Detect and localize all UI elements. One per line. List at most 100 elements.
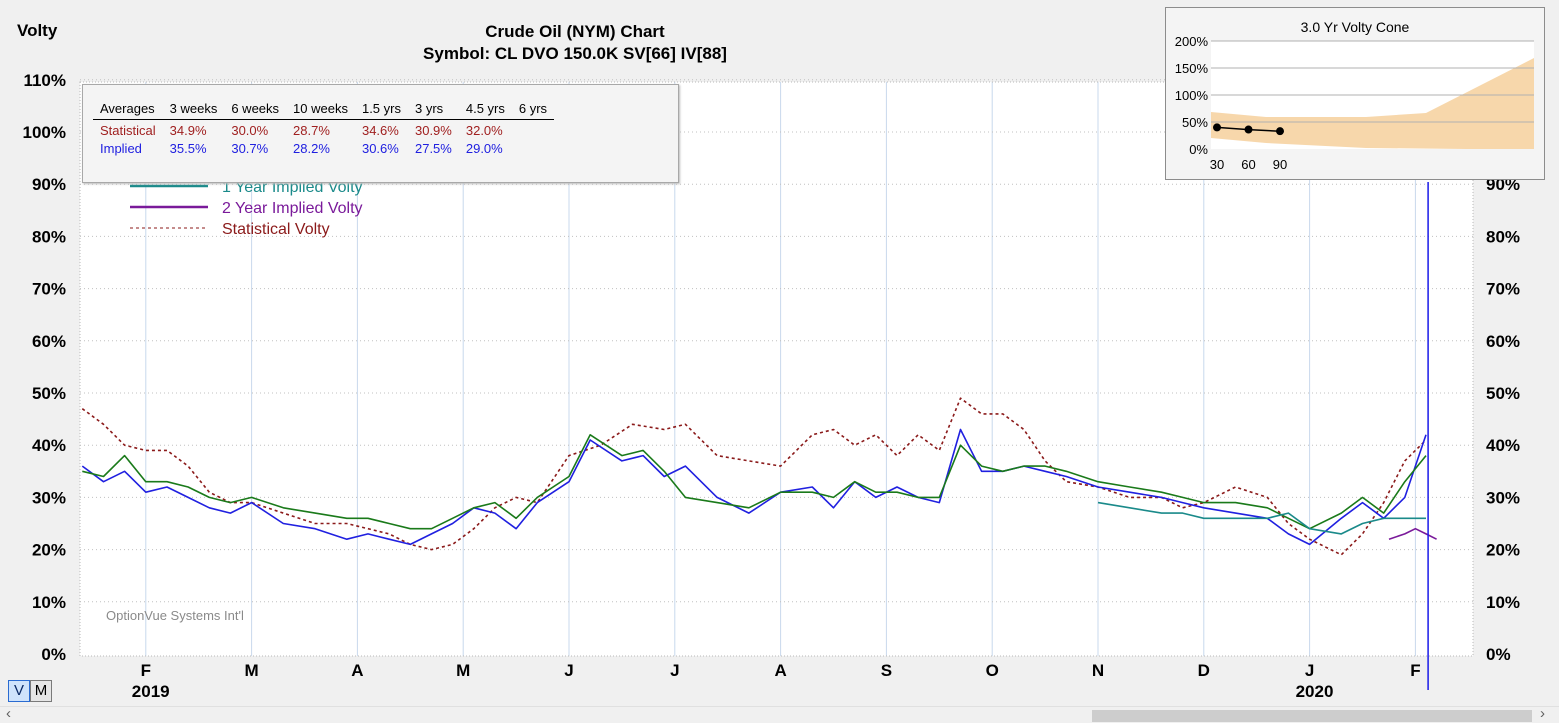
- series-line: [82, 433, 1427, 530]
- month-label: J: [564, 661, 573, 680]
- cell: 34.6%: [361, 123, 399, 138]
- row-label: Implied: [100, 141, 142, 156]
- series-line: [1097, 501, 1426, 535]
- horizontal-scrollbar[interactable]: ‹ ›: [0, 705, 1559, 723]
- statistical-row: Statistical 34.9% 30.0% 28.7% 34.6% 30.9…: [93, 120, 554, 139]
- y-tick-label-left: 100%: [23, 123, 66, 142]
- averages-header: 6 yrs: [511, 99, 555, 120]
- y-tick-label-left: 50%: [32, 384, 66, 403]
- scroll-left-icon[interactable]: ‹: [6, 705, 11, 722]
- series-line: [1388, 527, 1437, 540]
- month-label: M: [245, 661, 259, 680]
- cell: 34.9%: [169, 123, 207, 138]
- cell: 35.5%: [169, 141, 207, 156]
- cell: 29.0%: [465, 141, 503, 156]
- month-label: F: [1410, 661, 1420, 680]
- cell: [512, 120, 554, 139]
- month-label: N: [1092, 661, 1104, 680]
- y-tick-label-left: 60%: [32, 332, 66, 351]
- y-tick-label-left: 40%: [32, 436, 66, 455]
- y-tick-label-left: 30%: [32, 488, 66, 507]
- cone-band: [1211, 58, 1534, 149]
- y-tick-label-right: 0%: [1486, 645, 1511, 664]
- cone-points: [1213, 123, 1284, 136]
- y-tick-label-left: 90%: [32, 175, 66, 194]
- cone-point: [1244, 125, 1253, 134]
- month-toggle-button[interactable]: M: [30, 680, 52, 702]
- y-tick-label-right: 50%: [1486, 384, 1520, 403]
- averages-header: 3 yrs: [407, 99, 459, 120]
- averages-header: 3 weeks: [162, 99, 225, 120]
- cone-x-label: 30: [1210, 157, 1224, 172]
- implied-row: Implied 35.5% 30.7% 28.2% 30.6% 27.5% 29…: [93, 138, 554, 156]
- legend-label: 1 Year Implied Volty: [222, 179, 363, 196]
- y-tick-label-right: 40%: [1486, 436, 1520, 455]
- y-axis-right: 0%10%20%30%40%50%60%70%80%90%: [1486, 175, 1520, 664]
- cell: 30.7%: [231, 141, 269, 156]
- y-tick-label-left: 10%: [32, 593, 66, 612]
- cone-y-label: 100%: [1175, 88, 1209, 103]
- averages-header: 6 weeks: [224, 99, 287, 120]
- y-tick-label-right: 10%: [1486, 593, 1520, 612]
- month-label: A: [351, 661, 363, 680]
- cell: 27.5%: [414, 141, 452, 156]
- cell: [512, 138, 554, 156]
- chart-subtitle: Symbol: CL DVO 150.0K SV[66] IV[88]: [423, 44, 727, 63]
- averages-header: 1.5 yrs: [354, 99, 408, 120]
- chart-title: Crude Oil (NYM) Chart: [485, 22, 665, 41]
- legend-label: 2 Year Implied Volty: [222, 200, 363, 217]
- month-label: J: [670, 661, 679, 680]
- y-tick-label-right: 20%: [1486, 541, 1520, 560]
- cone-point: [1213, 123, 1221, 132]
- plot-frame: [79, 81, 1474, 657]
- averages-header: 10 weeks: [286, 99, 355, 120]
- y-tick-label-left: 110%: [23, 71, 66, 90]
- x-axis: F M A M J J A S O N D J F 2019 2020: [132, 661, 1421, 701]
- cone-y-ticks: 200% 150% 100% 50% 0%: [1175, 34, 1209, 157]
- volty-cone-panel: 3.0 Yr Volty Cone 200% 150% 100% 50% 0% 30 60…: [1165, 7, 1545, 180]
- cone-y-label: 150%: [1175, 61, 1209, 76]
- year-label: 2020: [1296, 682, 1334, 701]
- month-label: S: [881, 661, 892, 680]
- y-tick-label-right: 30%: [1486, 488, 1520, 507]
- y-tick-label-right: 60%: [1486, 332, 1520, 351]
- y-tick-label-left: 0%: [41, 645, 66, 664]
- row-label: Statistical: [100, 123, 156, 138]
- y-tick-label-left: 80%: [32, 227, 66, 246]
- month-label: J: [1305, 661, 1314, 680]
- cell: 30.6%: [361, 141, 399, 156]
- cone-x-label: 90: [1273, 157, 1287, 172]
- cone-x-ticks: 30 60 90: [1210, 157, 1287, 172]
- month-label: D: [1198, 661, 1210, 680]
- cell: 30.0%: [231, 123, 269, 138]
- cone-x-label: 60: [1241, 157, 1255, 172]
- month-label: O: [986, 661, 999, 680]
- scroll-right-icon[interactable]: ›: [1540, 705, 1545, 722]
- series-line: [81, 397, 1427, 556]
- cell: 28.7%: [293, 123, 330, 138]
- watermark: OptionVue Systems Int'l: [106, 608, 244, 623]
- y-tick-label-left: 70%: [32, 280, 66, 299]
- scroll-thumb[interactable]: [1092, 710, 1532, 722]
- y-axis-left: 0% 10% 20% 30% 40% 50% 60% 70% 80% 90% 100% 110%: [23, 71, 66, 664]
- cone-y-label: 50%: [1182, 115, 1208, 130]
- legend: 1 Year Implied Volty 2 Year Implied Volty…: [130, 179, 363, 238]
- cone-grid: [1211, 40, 1534, 123]
- cone-y-label: 200%: [1175, 34, 1209, 49]
- cell: 28.2%: [293, 141, 330, 156]
- cell: 32.0%: [465, 123, 503, 138]
- series-line: [81, 428, 1427, 546]
- cell: 30.9%: [414, 123, 452, 138]
- y-tick-label-right: 80%: [1486, 227, 1520, 246]
- year-label: 2019: [132, 682, 170, 701]
- cone-point: [1276, 127, 1284, 136]
- month-label: A: [774, 661, 786, 680]
- averages-header: Averages: [93, 99, 163, 120]
- series-group: [81, 397, 1437, 556]
- volty-toggle-button[interactable]: V: [8, 680, 30, 702]
- month-label: F: [141, 661, 151, 680]
- averages-header-row: Averages 3 weeks 6 weeks 10 weeks 1.5 yr…: [93, 99, 555, 120]
- y-tick-label-right: 70%: [1486, 280, 1520, 299]
- legend-label: Statistical Volty: [222, 221, 330, 238]
- averages-table: Averages 3 weeks 6 weeks 10 weeks 1.5 yr…: [82, 84, 679, 183]
